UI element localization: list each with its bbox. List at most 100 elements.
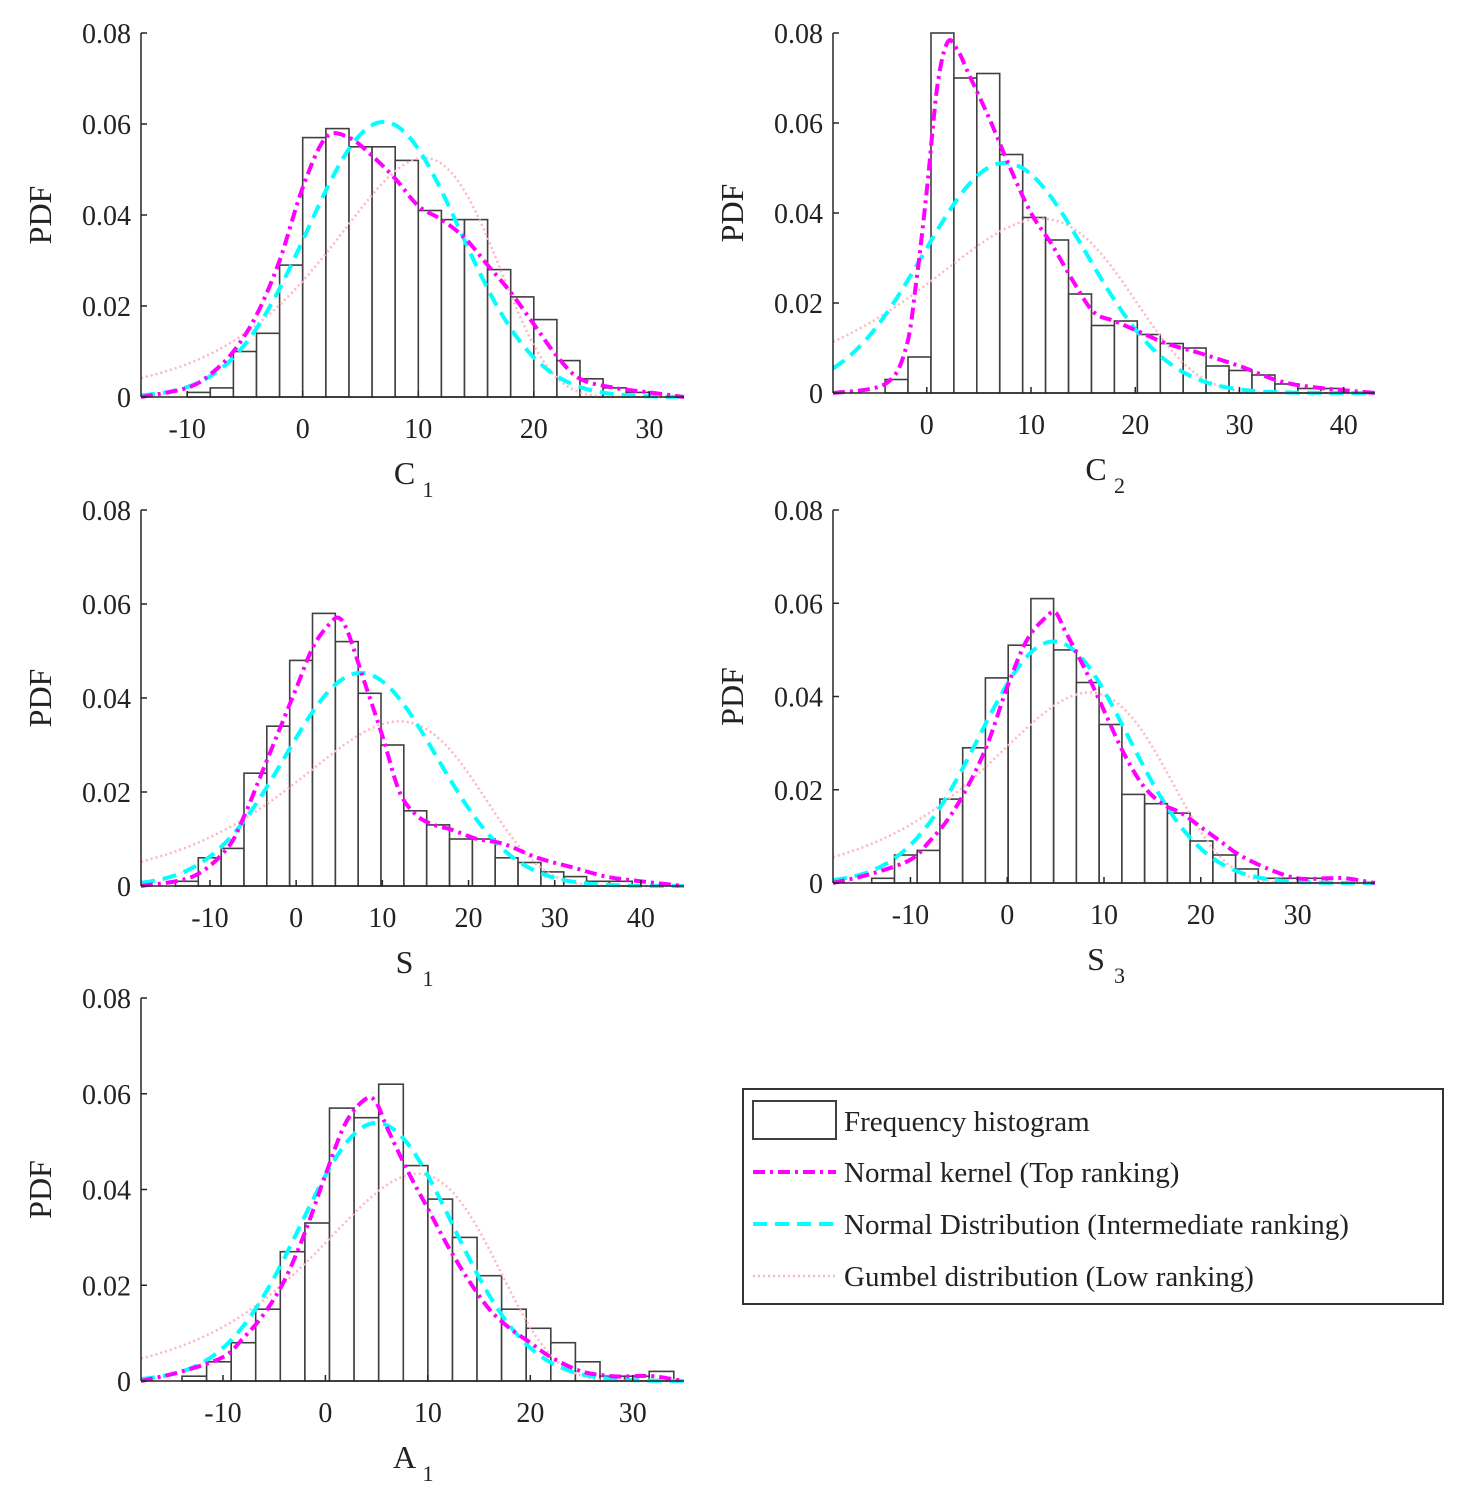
histogram-bar xyxy=(532,318,558,398)
y-tick-label: 0.02 xyxy=(774,289,823,320)
x-axis-label-subscript: 2 xyxy=(1114,473,1125,498)
x-tick-label: 30 xyxy=(1226,410,1254,441)
y-tick-label: 0.02 xyxy=(82,292,131,323)
histogram-bar xyxy=(1143,802,1169,884)
chart-panel-1: 0 0.02 0.04 0.06 0.08 -10 0 10 20 30 PDF C 1 xyxy=(22,19,685,502)
legend-hist-label: Frequency histogram xyxy=(844,1106,1090,1138)
x-tick-label: 10 xyxy=(1017,410,1045,441)
histogram-bar xyxy=(394,159,420,398)
y-tick-label: 0 xyxy=(117,1367,131,1398)
legend-gumbel-label: Gumbel distribution (Low ranking) xyxy=(844,1261,1254,1293)
y-tick-label: 0.06 xyxy=(82,590,131,621)
chart-panel-3: 0 0.02 0.04 0.06 0.08 -10 0 10 20 30 40 PDF S 1 xyxy=(22,496,685,991)
x-axis-label: C xyxy=(1085,451,1106,487)
histogram-bar xyxy=(1021,216,1047,394)
normal-distribution-line xyxy=(140,670,684,888)
histogram-bar xyxy=(1098,723,1123,884)
normal-kernel-line xyxy=(140,131,685,399)
histogram-bar xyxy=(255,332,281,398)
y-tick-label: 0.02 xyxy=(82,778,131,809)
histogram-bar xyxy=(916,849,941,884)
histogram-bar xyxy=(209,387,235,398)
histogram-bar xyxy=(961,746,987,884)
x-tick-label: -10 xyxy=(191,903,228,934)
histogram-bar xyxy=(417,209,443,398)
histogram-bar xyxy=(311,612,337,887)
y-tick-label: 0.08 xyxy=(82,19,131,50)
y-tick-label: 0.04 xyxy=(82,201,131,232)
y-tick-label: 0.04 xyxy=(82,1176,131,1207)
y-tick-label: 0.04 xyxy=(774,199,823,230)
x-tick-label: 40 xyxy=(627,903,655,934)
histogram-bar xyxy=(279,1250,306,1382)
x-tick-label: -10 xyxy=(892,900,929,931)
x-axis-label-subscript: 1 xyxy=(423,477,434,502)
normal-distribution-line xyxy=(140,120,684,399)
x-tick-label: 20 xyxy=(455,903,483,934)
normal-kernel-line xyxy=(832,38,1376,395)
histogram-bar xyxy=(1075,681,1100,884)
legend: Frequency histogram Normal kernel (Top r… xyxy=(742,1088,1444,1305)
x-tick-label: 30 xyxy=(541,903,569,934)
histogram-bar xyxy=(232,350,258,398)
histogram-bar xyxy=(953,77,978,394)
y-tick-label: 0 xyxy=(117,383,131,414)
x-axis-label: S xyxy=(1087,941,1105,977)
x-tick-label: 30 xyxy=(1284,900,1312,931)
histogram-bar xyxy=(448,838,474,887)
y-tick-label: 0.06 xyxy=(774,589,823,620)
legend-box xyxy=(742,1088,1444,1305)
histogram-bar xyxy=(1121,793,1146,884)
x-tick-label: 0 xyxy=(296,414,310,445)
y-axis-label: PDF xyxy=(22,669,58,728)
histogram-bar xyxy=(451,1236,478,1382)
histogram-bar xyxy=(1166,812,1191,884)
chart-panel-4: 0 0.02 0.04 0.06 0.08 -10 0 10 20 30 PDF S 3 xyxy=(714,496,1376,988)
x-axis-label-subscript: 3 xyxy=(1114,963,1125,988)
x-tick-label: 0 xyxy=(289,903,303,934)
x-tick-label: 20 xyxy=(1187,900,1215,931)
y-axis-label: PDF xyxy=(22,186,58,245)
y-axis-label: PDF xyxy=(22,1160,58,1219)
histogram-bars xyxy=(884,32,1345,394)
histogram-bar xyxy=(348,146,373,398)
histogram-bar xyxy=(1090,324,1116,394)
x-tick-label: 30 xyxy=(619,1398,647,1429)
x-tick-label: 0 xyxy=(1000,900,1014,931)
y-tick-label: 0.04 xyxy=(774,683,823,714)
normal-kernel-line xyxy=(832,609,1376,885)
histogram-bar xyxy=(1044,239,1070,394)
y-tick-label: 0.02 xyxy=(82,1271,131,1302)
legend-normal-label: Normal Distribution (Intermediate rankin… xyxy=(844,1209,1349,1241)
y-tick-label: 0 xyxy=(809,379,823,410)
legend-kernel-label: Normal kernel (Top ranking) xyxy=(844,1157,1179,1189)
x-tick-label: 10 xyxy=(368,903,396,934)
x-axis-label-subscript: 1 xyxy=(423,1461,434,1486)
x-tick-label: 0 xyxy=(318,1398,332,1429)
histogram-bar xyxy=(1007,644,1032,884)
chart-panel-5: 0 0.02 0.04 0.06 0.08 -10 0 10 20 30 PDF A 1 xyxy=(22,984,685,1486)
x-tick-label: 40 xyxy=(1330,410,1358,441)
y-tick-label: 0 xyxy=(809,869,823,900)
histogram-bar xyxy=(427,1198,454,1382)
histogram-bar xyxy=(371,146,397,398)
y-tick-label: 0.06 xyxy=(82,110,131,141)
histogram-bars xyxy=(186,127,651,398)
histogram-bar xyxy=(220,847,245,887)
y-tick-label: 0.08 xyxy=(774,496,823,527)
histogram-bar xyxy=(509,296,535,398)
histogram-bars xyxy=(181,1083,675,1382)
y-tick-label: 0.04 xyxy=(82,684,131,715)
chart-panel-2: 0 0.02 0.04 0.06 0.08 0 10 20 30 40 PDF C 2 xyxy=(714,19,1376,498)
histogram-bar xyxy=(380,744,405,887)
y-tick-label: 0.08 xyxy=(82,984,131,1015)
histogram-bar xyxy=(476,1274,503,1382)
histogram-bar xyxy=(463,218,489,398)
histogram-bar xyxy=(254,1308,282,1382)
histogram-bar xyxy=(334,640,359,887)
x-tick-label: 10 xyxy=(414,1398,442,1429)
normal-distribution-line xyxy=(832,639,1375,885)
histogram-bar xyxy=(998,153,1024,394)
